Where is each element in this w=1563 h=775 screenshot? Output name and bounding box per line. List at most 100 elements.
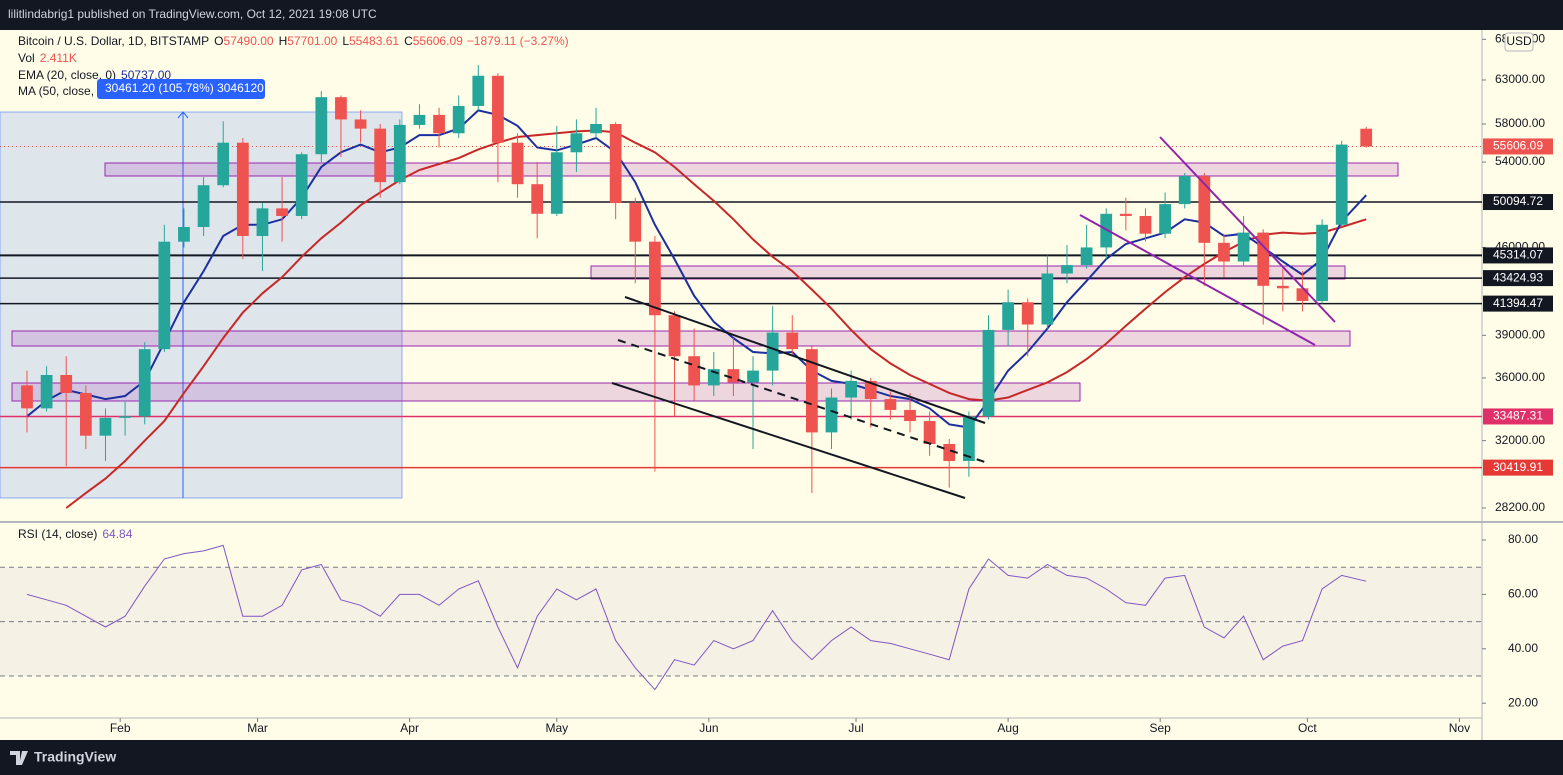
candle-body — [904, 409, 916, 422]
last-price-label: 55606.09 — [1493, 139, 1543, 153]
indicators — [26, 109, 1367, 691]
candle-body — [982, 329, 995, 417]
legend-main: Bitcoin / U.S. Dollar, 1D, BITSTAMP O5749… — [18, 34, 569, 48]
logo-icon — [10, 751, 28, 765]
candle-body — [1178, 176, 1191, 205]
level-label: 41394.47 — [1493, 296, 1543, 310]
top-bar — [0, 0, 1563, 30]
x-tick-label: Aug — [997, 721, 1018, 735]
y-tick-label: 39000.00 — [1495, 328, 1545, 342]
candle-body — [138, 349, 151, 417]
candle-body — [1119, 213, 1132, 216]
y-tick-label: 32000.00 — [1495, 433, 1545, 447]
ema-name: EMA (20, close, 0) — [18, 68, 116, 82]
level-label-box — [1483, 295, 1553, 312]
legend-ema: EMA (20, close, 0) 50737.00 — [18, 68, 171, 82]
x-tick-label: Mar — [247, 721, 268, 735]
candle-body — [1218, 242, 1230, 262]
candle-body — [668, 315, 681, 357]
trendlines — [611, 136, 1336, 499]
candle-body — [864, 380, 877, 400]
candle-body — [1198, 176, 1211, 243]
y-tick-label: 36000.00 — [1495, 370, 1545, 384]
level-label-box — [1483, 247, 1553, 264]
trendline — [624, 296, 986, 424]
candle-body — [1360, 128, 1373, 147]
candle-body — [60, 374, 73, 393]
candle-body — [1021, 302, 1034, 325]
candle-body — [197, 185, 210, 227]
candle-body — [413, 114, 426, 125]
currency-button[interactable] — [1504, 32, 1534, 52]
candle-body — [629, 203, 642, 242]
rsi-value: 64.84 — [102, 527, 132, 541]
candles — [21, 64, 1373, 494]
ohlc-value: 55483.61 — [349, 34, 399, 48]
candle-body — [256, 208, 269, 236]
candle-body — [531, 184, 544, 214]
zone — [104, 162, 1399, 177]
candle-body — [786, 332, 799, 350]
zone — [11, 382, 1081, 402]
candle-body — [1276, 285, 1289, 289]
candle-body — [40, 374, 53, 409]
candle-body — [276, 208, 288, 216]
x-tick-label: Oct — [1298, 721, 1317, 735]
brand: TradingView — [34, 749, 116, 765]
rsi-bands — [0, 566, 1482, 677]
y-tick-label: 58000.00 — [1495, 116, 1545, 130]
candle-body — [1296, 288, 1309, 301]
level-label: 45314.07 — [1493, 248, 1543, 262]
rsi-tick-label: 60.00 — [1508, 587, 1538, 601]
vol-name: Vol — [18, 51, 35, 65]
y-tick-label: 63000.00 — [1495, 72, 1545, 86]
symbol: Bitcoin / U.S. Dollar, 1D, BITSTAMP — [18, 34, 209, 48]
rsi-name: RSI (14, close) — [18, 527, 97, 541]
candle-body — [21, 385, 33, 409]
candle-body — [1061, 265, 1073, 274]
x-tick-label: Jul — [848, 721, 863, 735]
rsi-line — [26, 544, 1367, 691]
candle-body — [962, 416, 975, 462]
candle-body — [335, 97, 347, 120]
level-label: 50094.72 — [1493, 194, 1543, 208]
candle-body — [1002, 302, 1014, 330]
candle-body — [158, 241, 171, 350]
level-label-box — [1483, 270, 1553, 287]
x-tick-label: May — [545, 721, 568, 735]
currency[interactable]: USD — [1506, 34, 1532, 48]
rsi-tick-label: 20.00 — [1508, 695, 1538, 709]
candle-body — [217, 142, 230, 186]
ohlc-key: H — [279, 34, 288, 48]
candle-body — [609, 124, 622, 204]
trendline — [611, 382, 966, 499]
last-price-box — [1483, 138, 1553, 155]
candle-body — [1041, 273, 1054, 325]
x-tick-label: Apr — [400, 721, 419, 735]
candle-body — [707, 369, 720, 386]
level-label: 43424.93 — [1493, 270, 1543, 284]
legend-vol: Vol 2.411K — [18, 51, 77, 65]
zone — [590, 265, 1346, 280]
candle-body — [1139, 215, 1152, 234]
rsi-tick-label: 80.00 — [1508, 532, 1538, 546]
candle-body — [374, 128, 387, 183]
candle-body — [649, 241, 661, 316]
candle-body — [590, 124, 602, 134]
candle-body — [1080, 247, 1093, 266]
candle-body — [119, 416, 131, 418]
change: −1879.11 (−3.27%) — [467, 34, 569, 48]
level-label: 30419.91 — [1493, 460, 1543, 474]
ohlc: O57490.00 H57701.00 L55483.61 C55606.09 — [214, 34, 463, 48]
candle-body — [433, 114, 445, 134]
candle-body — [688, 356, 701, 386]
candle-body — [99, 417, 112, 436]
legend-ma: MA (50, close, 0) — [18, 84, 108, 98]
vol-value: 2.411K — [40, 51, 77, 65]
candle-body — [1335, 144, 1348, 225]
candle-body — [766, 332, 779, 371]
x-tick-label: Nov — [1449, 721, 1470, 735]
candle-body — [923, 421, 936, 444]
measure-arrow-head — [177, 111, 189, 119]
